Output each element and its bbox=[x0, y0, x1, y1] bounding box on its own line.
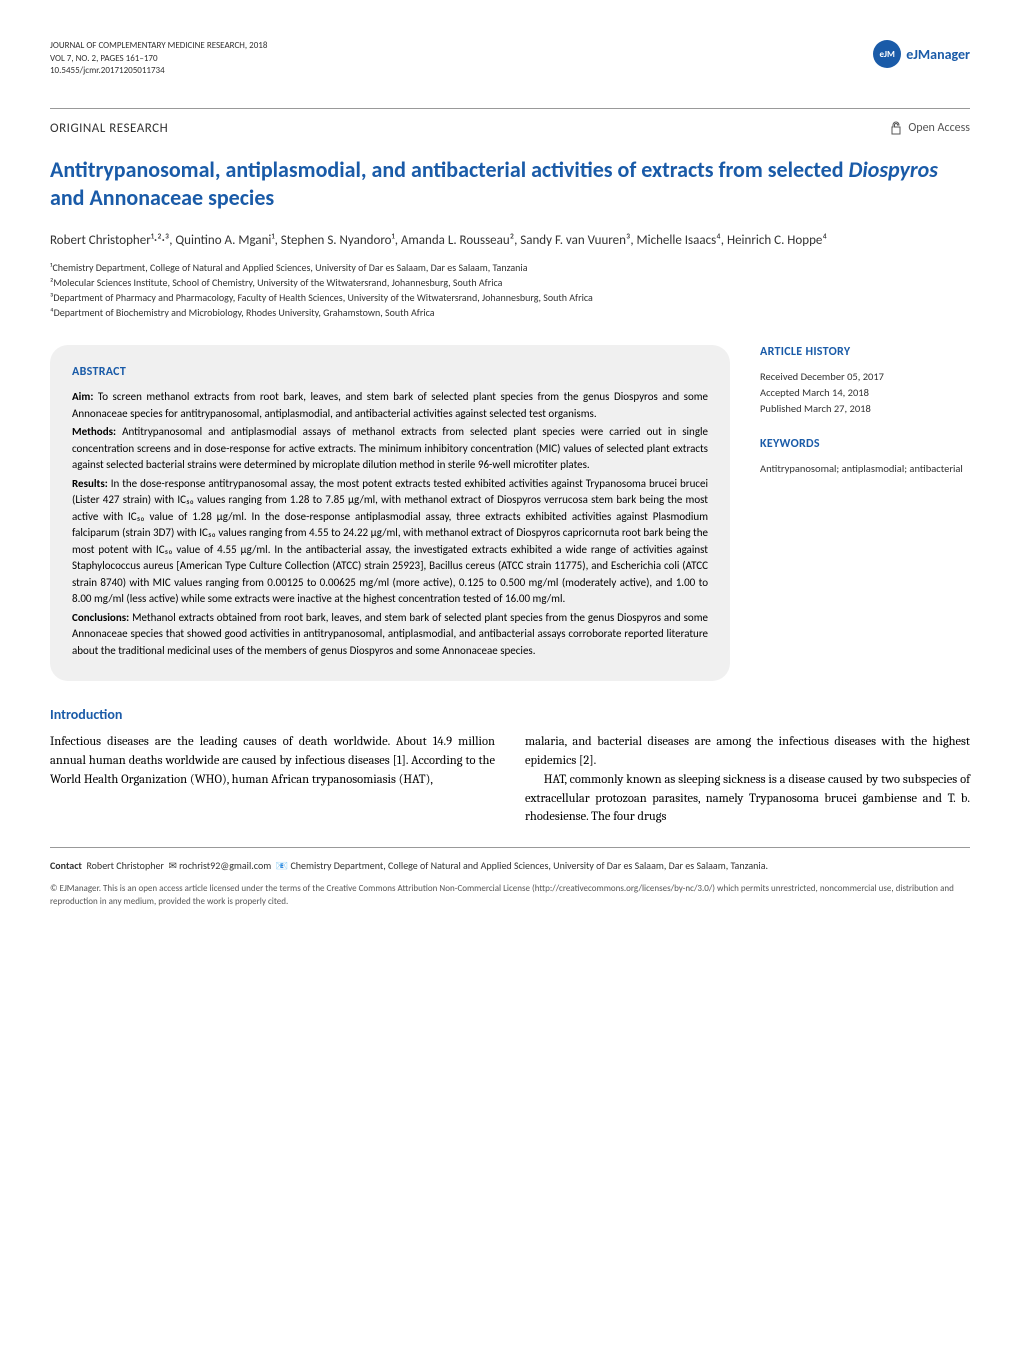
published-date: Published March 27, 2018 bbox=[760, 401, 970, 417]
open-access-text: Open Access bbox=[908, 121, 970, 135]
title-part1: Antitrypanosomal, antiplasmodial, and an… bbox=[50, 156, 849, 183]
body-col-right: malaria, and bacterial diseases are amon… bbox=[525, 733, 970, 827]
contact-line: Contact Robert Christopher ✉ rochrist92@… bbox=[50, 858, 970, 873]
body-col2-para2: HAT, commonly known as sleeping sickness… bbox=[525, 771, 970, 827]
body-col-left: Infectious diseases are the leading caus… bbox=[50, 733, 495, 827]
left-column: ABSTRACT Aim: To screen methanol extract… bbox=[50, 345, 730, 706]
results-label: Results: bbox=[72, 477, 108, 490]
divider bbox=[50, 108, 970, 109]
aim-text: To screen methanol extracts from root ba… bbox=[72, 390, 708, 420]
contact-label: Contact bbox=[50, 859, 82, 872]
abstract-box: ABSTRACT Aim: To screen methanol extract… bbox=[50, 345, 730, 681]
article-type: ORIGINAL RESEARCH bbox=[50, 121, 168, 136]
open-lock-icon bbox=[890, 121, 902, 135]
abstract-heading: ABSTRACT bbox=[72, 365, 708, 379]
results-text: In the dose-response antitrypanosomal as… bbox=[72, 477, 708, 606]
body-columns: Infectious diseases are the leading caus… bbox=[50, 733, 970, 827]
ejmanager-badge: eJM eJManager bbox=[873, 40, 970, 68]
title-part2: and Annonaceae species bbox=[50, 184, 274, 211]
accepted-date: Accepted March 14, 2018 bbox=[760, 385, 970, 401]
title-italic: Diospyros bbox=[849, 156, 938, 183]
keywords-section: KEYWORDS Antitrypanosomal; antiplasmodia… bbox=[760, 437, 970, 477]
history-heading: ARTICLE HISTORY bbox=[760, 345, 970, 359]
ejm-circle-icon: eJM bbox=[873, 40, 901, 68]
right-column: ARTICLE HISTORY Received December 05, 20… bbox=[760, 345, 970, 706]
conclusions-label: Conclusions: bbox=[72, 611, 129, 624]
contact-affiliation: Chemistry Department, College of Natural… bbox=[290, 859, 768, 872]
article-title: Antitrypanosomal, antiplasmodial, and an… bbox=[50, 156, 970, 213]
abstract-text: Aim: To screen methanol extracts from ro… bbox=[72, 389, 708, 659]
license-text: © EJManager. This is an open access arti… bbox=[50, 883, 970, 908]
affiliation-3: ³Department of Pharmacy and Pharmacology… bbox=[50, 290, 970, 305]
received-date: Received December 05, 2017 bbox=[760, 369, 970, 385]
body-col2-para1: malaria, and bacterial diseases are amon… bbox=[525, 733, 970, 771]
contact-email: rochrist92@gmail.com bbox=[179, 859, 271, 872]
keywords-heading: KEYWORDS bbox=[760, 437, 970, 451]
type-row: ORIGINAL RESEARCH Open Access bbox=[50, 121, 970, 136]
main-content: ABSTRACT Aim: To screen methanol extract… bbox=[50, 345, 970, 706]
ejm-text: eJManager bbox=[906, 46, 970, 63]
affiliation-1: ¹Chemistry Department, College of Natura… bbox=[50, 260, 970, 275]
journal-name: JOURNAL OF COMPLEMENTARY MEDICINE RESEAR… bbox=[50, 40, 267, 53]
conclusions-text: Methanol extracts obtained from root bar… bbox=[72, 611, 708, 657]
footer-divider bbox=[50, 847, 970, 848]
methods-label: Methods: bbox=[72, 425, 116, 438]
methods-text: Antitrypanosomal and antiplasmodial assa… bbox=[72, 425, 708, 471]
history-text: Received December 05, 2017 Accepted Marc… bbox=[760, 369, 970, 416]
journal-volume: VOL 7, NO. 2, PAGES 161–170 bbox=[50, 53, 267, 66]
authors: Robert Christopher¹·²·³, Quintino A. Mga… bbox=[50, 231, 970, 251]
intro-heading: Introduction bbox=[50, 706, 970, 723]
open-access-badge: Open Access bbox=[890, 121, 970, 135]
article-history-section: ARTICLE HISTORY Received December 05, 20… bbox=[760, 345, 970, 416]
affiliation-2: ²Molecular Sciences Institute, School of… bbox=[50, 275, 970, 290]
journal-info: JOURNAL OF COMPLEMENTARY MEDICINE RESEAR… bbox=[50, 40, 267, 78]
journal-doi: 10.5455/jcmr.20171205011734 bbox=[50, 65, 267, 78]
keywords-text: Antitrypanosomal; antiplasmodial; antiba… bbox=[760, 461, 970, 477]
affiliations: ¹Chemistry Department, College of Natura… bbox=[50, 260, 970, 320]
aim-label: Aim: bbox=[72, 390, 93, 403]
header-row: JOURNAL OF COMPLEMENTARY MEDICINE RESEAR… bbox=[50, 40, 970, 78]
contact-name: Robert Christopher bbox=[86, 859, 164, 872]
affiliation-4: ⁴Department of Biochemistry and Microbio… bbox=[50, 305, 970, 320]
